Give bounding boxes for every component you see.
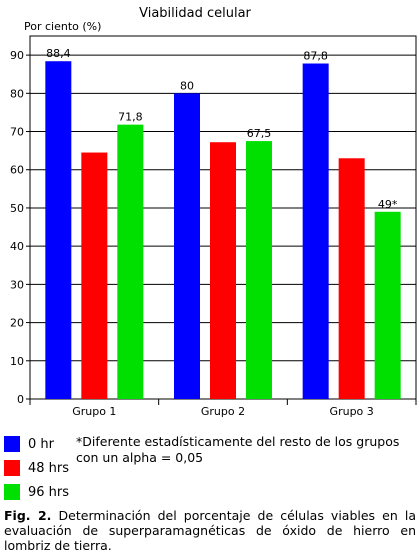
caption-label: Fig. 2. — [4, 508, 52, 523]
legend-swatch-48hrs — [4, 460, 20, 476]
bar — [338, 158, 365, 399]
bar — [174, 93, 200, 399]
legend: 0 hr 48 hrs 96 hrs — [4, 432, 72, 504]
legend-item-96hrs: 96 hrs — [4, 480, 72, 504]
bar — [302, 63, 329, 400]
y-tick-label: 10 — [10, 355, 24, 368]
x-tick-label: Grupo 3 — [330, 405, 374, 418]
y-tick-label: 40 — [10, 240, 24, 253]
data-label: 80 — [180, 79, 194, 92]
bar — [45, 61, 72, 400]
legend-swatch-96hrs — [4, 484, 20, 500]
bar — [81, 152, 108, 399]
y-tick-label: 30 — [10, 278, 24, 291]
data-label: 87,8 — [303, 50, 328, 63]
data-label: 49* — [378, 198, 398, 211]
figure-caption: Fig. 2. Determinación del porcentaje de … — [4, 508, 416, 553]
y-tick-label: 0 — [17, 393, 24, 406]
y-tick-label: 70 — [10, 126, 24, 139]
legend-swatch-0hr — [4, 436, 20, 452]
significance-note: *Diferente estadísticamente del resto de… — [76, 434, 400, 465]
y-tick-label: 60 — [10, 164, 24, 177]
legend-label-0hr: 0 hr — [28, 436, 54, 452]
bar-chart: Viabilidad celular Por ciento (%) 0 10 20 30 4… — [10, 6, 417, 418]
legend-item-48hrs: 48 hrs — [4, 456, 72, 480]
legend-label-96hrs: 96 hrs — [28, 484, 70, 500]
y-axis-label: Por ciento (%) — [24, 20, 101, 33]
y-tick-label: 50 — [10, 202, 24, 215]
y-tick-label: 90 — [10, 49, 24, 62]
legend-item-0hr: 0 hr — [4, 432, 72, 456]
bar — [210, 142, 236, 399]
data-label: 88,4 — [46, 47, 71, 60]
x-tick-label: Grupo 1 — [72, 405, 116, 418]
data-label: 71,8 — [118, 111, 143, 124]
caption-text: Determinación del porcentaje de células … — [4, 508, 416, 553]
x-tick-label: Grupo 2 — [201, 405, 245, 418]
bar — [246, 141, 272, 399]
bar — [117, 124, 144, 399]
y-tick-label: 80 — [10, 87, 24, 100]
legend-label-48hrs: 48 hrs — [28, 460, 70, 476]
bar — [374, 211, 401, 399]
chart-title: Viabilidad celular — [139, 6, 251, 21]
data-label: 67,5 — [247, 127, 272, 140]
y-tick-label: 20 — [10, 317, 24, 330]
